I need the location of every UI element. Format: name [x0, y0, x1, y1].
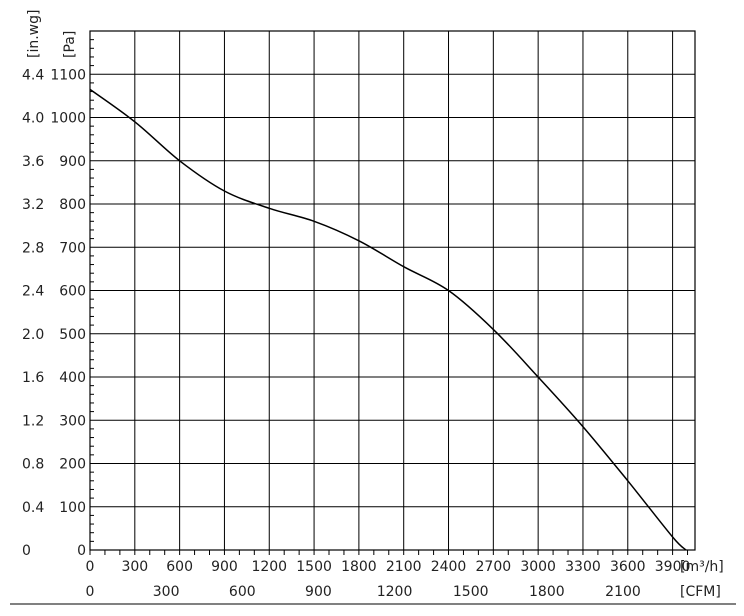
- y-axis-pa-label: [Pa]: [62, 31, 78, 58]
- x-m3h-tick-label: 3900: [655, 559, 691, 575]
- y-inwg-tick-label: 4.0: [22, 111, 44, 127]
- x-axis-m3h-tick-labels: 0 300 600 900 1200 1500 1800 2100 2400 2700 3000 33…: [86, 559, 691, 575]
- y-inwg-tick-label: 1.6: [22, 370, 44, 386]
- x-cfm-tick-label: 0: [86, 584, 95, 600]
- x-cfm-tick-label: 2100: [605, 584, 641, 600]
- y-pa-tick-label: 100: [59, 500, 86, 516]
- x-cfm-tick-label: 1200: [377, 584, 413, 600]
- x-cfm-tick-label: 300: [153, 584, 180, 600]
- pressure-flow-curve: [89, 88, 687, 551]
- x-axis-cfm-tick-labels: 0 300 600 900 1200 1500 1800 2100: [86, 584, 641, 600]
- y-pa-tick-label: 400: [59, 370, 86, 386]
- y-inwg-tick-label: 2.4: [22, 284, 44, 300]
- x-cfm-tick-label: 1500: [453, 584, 489, 600]
- y-axis-inwg-label: [in.wg]: [26, 10, 42, 58]
- x-m3h-tick-label: 3300: [565, 559, 601, 575]
- y-pa-tick-label: 1000: [50, 111, 86, 127]
- x-cfm-tick-label: 900: [305, 584, 332, 600]
- y-pa-tick-label: 300: [59, 413, 86, 429]
- x-m3h-tick-label: 900: [211, 559, 238, 575]
- x-axis-cfm-label: [CFM]: [680, 584, 721, 600]
- y-inwg-tick-label: 3.2: [22, 197, 44, 213]
- x-m3h-tick-label: 2700: [476, 559, 512, 575]
- x-m3h-tick-label: 600: [166, 559, 193, 575]
- y-inwg-tick-label: 1.2: [22, 413, 44, 429]
- y-inwg-tick-label: 2.8: [22, 240, 44, 256]
- x-m3h-tick-label: 2100: [386, 559, 422, 575]
- x-cfm-tick-label: 1800: [529, 584, 565, 600]
- plot-frame: [89, 30, 696, 551]
- y-inwg-tick-label: 4.4: [22, 67, 44, 83]
- y-inwg-tick-label: 0: [22, 543, 31, 559]
- y-pa-tick-label: 1100: [50, 67, 86, 83]
- y-axis-pa-tick-labels: 0 100 200 300 400 500 600 700 800 900 1000 1100: [50, 67, 86, 559]
- x-cfm-tick-label: 600: [229, 584, 256, 600]
- x-m3h-tick-label: 1800: [341, 559, 377, 575]
- y-pa-tick-label: 900: [59, 154, 86, 170]
- y-pa-tick-label: 200: [59, 457, 86, 473]
- x-m3h-tick-label: 3600: [610, 559, 646, 575]
- y-pa-tick-label: 700: [59, 240, 86, 256]
- y-axis-inwg-tick-labels: 0 0.4 0.8 1.2 1.6 2.0 2.4 2.8 3.2 3.6 4.0 4.4: [22, 67, 44, 559]
- grid-lines: [90, 31, 695, 550]
- x-m3h-tick-label: 0: [86, 559, 95, 575]
- y-pa-tick-label: 0: [77, 543, 86, 559]
- x-m3h-tick-label: 300: [121, 559, 148, 575]
- y-pa-tick-label: 800: [59, 197, 86, 213]
- y-inwg-tick-label: 3.6: [22, 154, 44, 170]
- y-inwg-tick-label: 0.4: [22, 500, 44, 516]
- y-inwg-tick-label: 0.8: [22, 457, 44, 473]
- x-m3h-tick-label: 1200: [251, 559, 287, 575]
- minor-ticks: [89, 39, 689, 555]
- x-m3h-tick-label: 2400: [431, 559, 467, 575]
- y-pa-tick-label: 500: [59, 327, 86, 343]
- x-axis-m3h-label: [m³/h]: [680, 559, 724, 575]
- x-m3h-tick-label: 3000: [520, 559, 556, 575]
- y-pa-tick-label: 600: [59, 284, 86, 300]
- y-inwg-tick-label: 2.0: [22, 327, 44, 343]
- x-m3h-tick-label: 1500: [296, 559, 332, 575]
